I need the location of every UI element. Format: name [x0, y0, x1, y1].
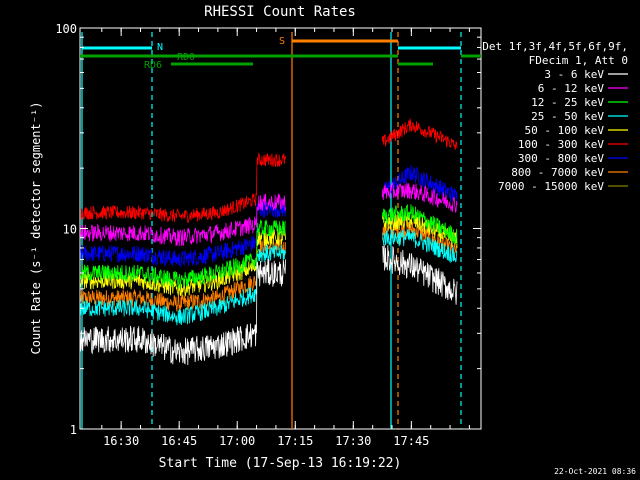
legend-entry-label: 12 - 25 keV	[531, 96, 604, 109]
series-trace	[381, 229, 458, 264]
legend-entry-label: 800 - 7000 keV	[511, 166, 604, 179]
series-trace	[80, 200, 286, 268]
legend-entry-label: 100 - 300 keV	[518, 138, 604, 151]
series-trace	[80, 244, 286, 326]
x-tick-label: 17:00	[219, 434, 255, 448]
series-trace	[381, 181, 458, 213]
annotation-label: S	[279, 36, 285, 47]
x-tick-label: 17:45	[393, 434, 429, 448]
legend: Det 1f,3f,4f,5f,6f,9f,FDecim 1, Att 03 -…	[482, 40, 628, 193]
series-trace	[80, 193, 286, 247]
series-trace	[80, 152, 286, 223]
x-tick-label: 16:30	[103, 434, 139, 448]
legend-header-line: Det 1f,3f,4f,5f,6f,9f,	[482, 40, 628, 53]
chart-title: RHESSI Count Rates	[204, 4, 356, 20]
annotation-label: RD0	[177, 52, 195, 63]
y-tick-label: 100	[55, 22, 77, 36]
legend-entry-label: 7000 - 15000 keV	[498, 180, 604, 193]
x-tick-label: 17:15	[277, 434, 313, 448]
legend-entry-label: 300 - 800 keV	[518, 152, 604, 165]
legend-header-line: FDecim 1, Att 0	[529, 54, 628, 67]
legend-entry-label: 3 - 6 keV	[544, 68, 604, 81]
series-trace	[382, 164, 458, 203]
series-layer	[80, 118, 458, 366]
footer-timestamp: 22-Oct-2021 08:36	[554, 467, 636, 476]
y-tick-label: 1	[70, 423, 77, 437]
series-trace	[80, 239, 286, 313]
x-tick-label: 16:45	[161, 434, 197, 448]
series-trace	[80, 219, 286, 290]
legend-entry-label: 50 - 100 keV	[525, 124, 605, 137]
legend-entry-label: 6 - 12 keV	[538, 82, 605, 95]
x-tick-label: 17:30	[335, 434, 371, 448]
ticks-layer: 16:30 16:45 17:00 17:15 17:30 17:45 1 10 100	[55, 22, 481, 448]
y-axis-label: Count Rate (s⁻¹ detector segment⁻¹)	[29, 102, 43, 355]
series-trace	[80, 259, 286, 366]
series-trace	[80, 229, 286, 298]
series-trace	[381, 204, 458, 245]
x-axis-label: Start Time (17-Sep-13 16:19:22)	[159, 456, 402, 471]
series-trace	[382, 244, 458, 305]
series-trace	[381, 118, 458, 150]
y-tick-label: 10	[63, 223, 77, 237]
annotation-label: N	[157, 42, 163, 53]
legend-entry-label: 25 - 50 keV	[531, 110, 604, 123]
annotation-label: RD6	[144, 60, 162, 71]
